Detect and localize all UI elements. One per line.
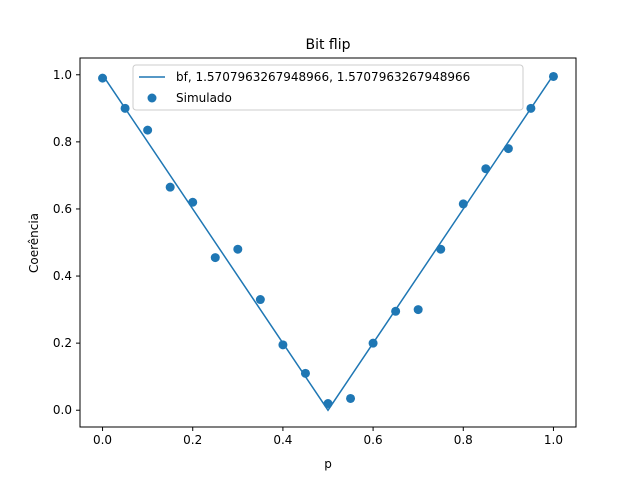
legend: bf, 1.5707963267948966, 1.57079632679489… bbox=[132, 64, 524, 111]
data-point bbox=[436, 244, 446, 254]
y-tick-label: 1.0 bbox=[53, 68, 72, 82]
x-tick-label: 0.4 bbox=[273, 433, 292, 447]
data-point bbox=[210, 253, 220, 263]
data-point bbox=[143, 125, 153, 135]
data-point bbox=[346, 393, 356, 403]
legend-marker-swatch bbox=[147, 93, 157, 103]
data-point bbox=[278, 340, 288, 350]
y-axis-label: Coerência bbox=[27, 213, 41, 273]
data-point bbox=[391, 306, 401, 316]
data-point bbox=[120, 103, 130, 113]
y-tick-label: 0.2 bbox=[53, 336, 72, 350]
legend-label: Simulado bbox=[176, 91, 232, 105]
y-tick-label: 0.6 bbox=[53, 202, 72, 216]
chart-title: Bit flip bbox=[305, 37, 350, 53]
data-point bbox=[481, 164, 491, 174]
x-tick-label: 0.2 bbox=[183, 433, 202, 447]
data-point bbox=[233, 244, 243, 254]
x-axis-label: p bbox=[324, 457, 332, 471]
data-point bbox=[98, 73, 108, 83]
legend-label: bf, 1.5707963267948966, 1.57079632679489… bbox=[176, 70, 470, 84]
data-point bbox=[368, 338, 378, 348]
y-tick-label: 0.8 bbox=[53, 135, 72, 149]
y-tick-label: 0.4 bbox=[53, 269, 72, 283]
plot-area: 0.0 0.2 0.4 0.6 0.8 1.0 0.0 0.2 0.4 0.6 0.8 1.0 bbox=[53, 57, 577, 447]
data-point bbox=[300, 368, 310, 378]
x-tick-label: 0.6 bbox=[364, 433, 383, 447]
legend-box bbox=[132, 64, 524, 111]
data-point bbox=[255, 295, 265, 305]
data-point bbox=[548, 71, 558, 81]
x-tick-label: 0.0 bbox=[93, 433, 112, 447]
data-point bbox=[323, 399, 333, 409]
fit-line bbox=[101, 74, 555, 412]
x-tick-label: 1.0 bbox=[544, 433, 563, 447]
data-point bbox=[413, 305, 423, 315]
data-point bbox=[526, 103, 536, 113]
x-tick-label: 0.8 bbox=[454, 433, 473, 447]
y-tick-label: 0.0 bbox=[53, 403, 72, 417]
axes-frame bbox=[79, 57, 577, 428]
data-point bbox=[165, 182, 175, 192]
data-point bbox=[188, 197, 198, 207]
data-point bbox=[503, 144, 513, 154]
data-point bbox=[458, 199, 468, 209]
